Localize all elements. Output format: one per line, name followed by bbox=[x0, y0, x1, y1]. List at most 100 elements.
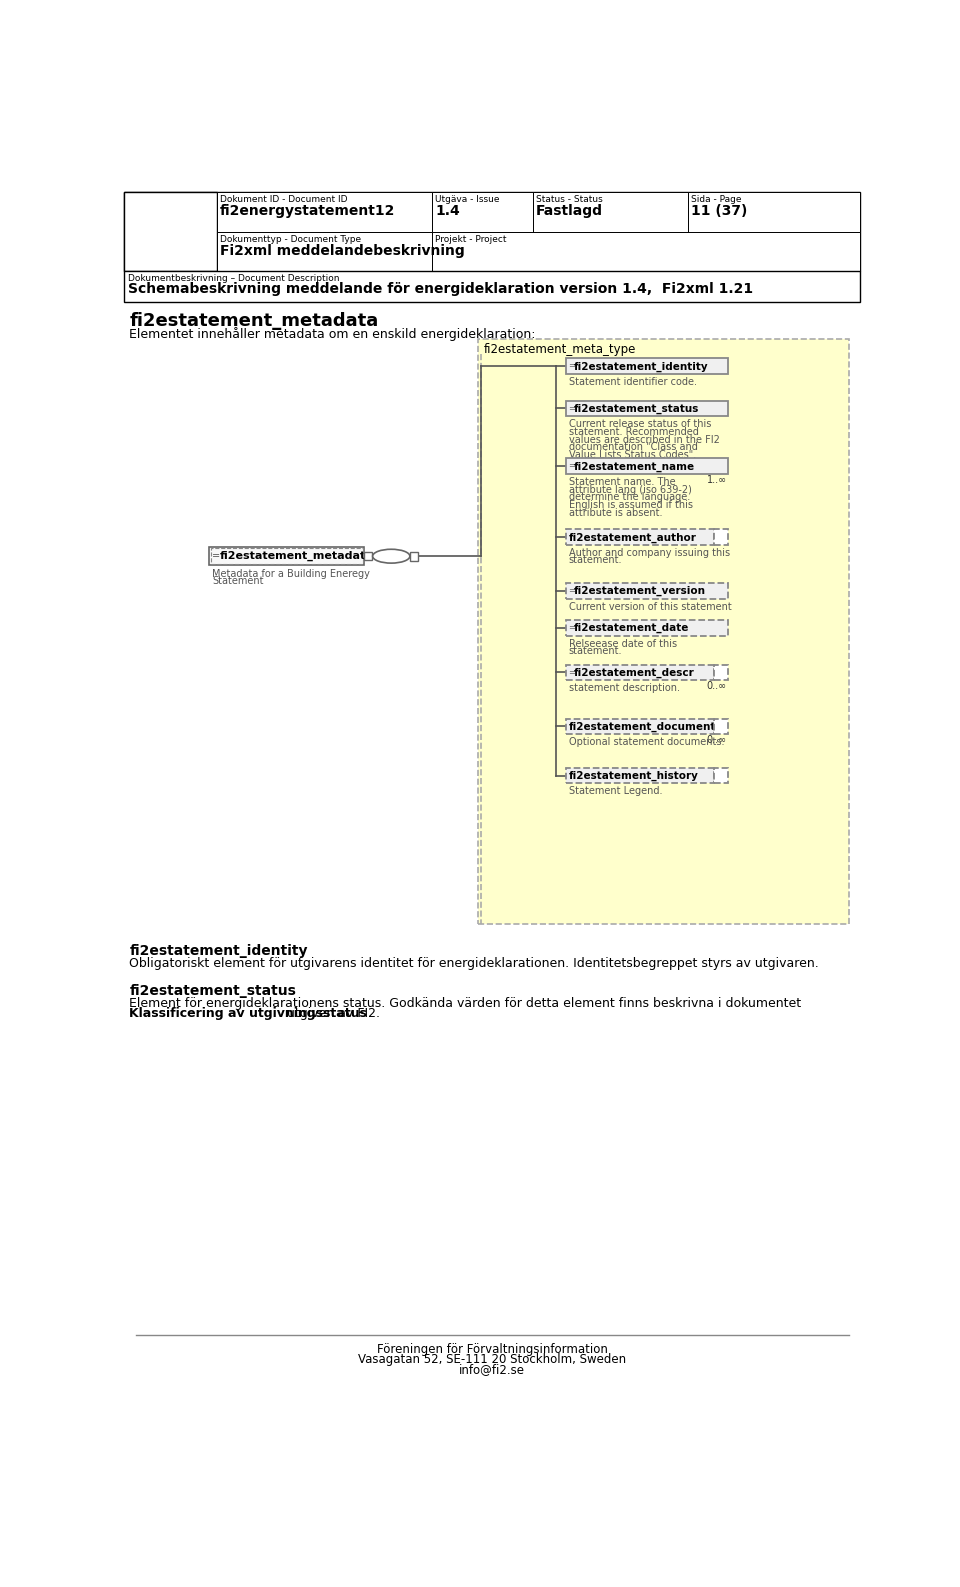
Text: fi2estatement_documents: fi2estatement_documents bbox=[568, 722, 722, 732]
Text: statement.: statement. bbox=[568, 555, 622, 565]
Bar bbox=[688, 192, 860, 232]
Text: statement description.: statement description. bbox=[568, 684, 680, 694]
Text: English is assumed if this: English is assumed if this bbox=[568, 500, 693, 509]
Bar bbox=[565, 582, 729, 598]
Text: fi2estatement_metadata: fi2estatement_metadata bbox=[220, 551, 373, 562]
Text: statement.: statement. bbox=[568, 646, 622, 657]
Text: Current release status of this: Current release status of this bbox=[568, 419, 711, 428]
Text: Metadata for a Building Eneregy: Metadata for a Building Eneregy bbox=[212, 568, 371, 579]
Bar bbox=[146, 213, 166, 243]
Text: fi2estatement_identity: fi2estatement_identity bbox=[573, 362, 708, 371]
Text: Relseease date of this: Relseease date of this bbox=[568, 638, 677, 649]
Text: Elementet innehåller metadata om en enskild energideklaration:: Elementet innehåller metadata om en ensk… bbox=[130, 327, 536, 341]
Bar bbox=[565, 528, 714, 544]
Text: fi2estatement_descr: fi2estatement_descr bbox=[573, 668, 694, 678]
Bar bbox=[432, 192, 533, 232]
Text: Föreningen för Förvaltningsinformation: Föreningen för Förvaltningsinformation bbox=[376, 1343, 608, 1357]
Text: fi2estatement_author: fi2estatement_author bbox=[568, 532, 697, 543]
Text: fi2estatement_history: fi2estatement_history bbox=[568, 771, 699, 781]
Text: =: = bbox=[568, 362, 575, 370]
Text: =: = bbox=[568, 586, 575, 595]
Text: determine the language.: determine the language. bbox=[568, 492, 690, 501]
Text: fi2estatement_status: fi2estatement_status bbox=[573, 403, 699, 414]
Bar bbox=[124, 271, 860, 302]
Bar bbox=[565, 359, 729, 373]
Text: 0..∞: 0..∞ bbox=[707, 681, 727, 690]
Text: Dokument ID - Document ID: Dokument ID - Document ID bbox=[220, 195, 348, 205]
Text: =: = bbox=[568, 403, 575, 413]
Text: Statement name. The: Statement name. The bbox=[568, 476, 675, 487]
Text: 1..∞: 1..∞ bbox=[707, 475, 727, 484]
Text: Statement Legend.: Statement Legend. bbox=[568, 787, 662, 797]
Bar bbox=[714, 665, 729, 681]
Bar bbox=[565, 768, 714, 784]
Text: fi2estatement_identity: fi2estatement_identity bbox=[130, 944, 308, 957]
Text: Fastlagd: Fastlagd bbox=[537, 205, 603, 219]
Text: documentation "Class and: documentation "Class and bbox=[568, 443, 698, 452]
Text: =: = bbox=[568, 668, 575, 676]
Text: Value Lists Status Codes".: Value Lists Status Codes". bbox=[568, 451, 696, 460]
Text: 0..∞: 0..∞ bbox=[707, 735, 727, 744]
Text: fi2energystatement12: fi2energystatement12 bbox=[220, 205, 396, 219]
Bar bbox=[164, 208, 189, 243]
Text: Statement: Statement bbox=[212, 576, 264, 586]
Text: Optional statement documents.: Optional statement documents. bbox=[568, 736, 724, 747]
Text: fi2estatement_metadata: fi2estatement_metadata bbox=[130, 313, 378, 330]
Text: info@fi2.se: info@fi2.se bbox=[459, 1363, 525, 1376]
Bar bbox=[565, 665, 714, 681]
Text: Utgäva - Issue: Utgäva - Issue bbox=[436, 195, 500, 205]
Text: Klassificering av utgivningsstatus: Klassificering av utgivningsstatus bbox=[130, 1006, 367, 1019]
Bar bbox=[714, 528, 729, 544]
Bar bbox=[180, 216, 197, 241]
Text: Vasagatan 52, SE-111 20 Stockholm, Sweden: Vasagatan 52, SE-111 20 Stockholm, Swede… bbox=[358, 1354, 626, 1366]
Text: 11 (37): 11 (37) bbox=[691, 205, 748, 219]
Bar bbox=[410, 552, 418, 560]
Bar bbox=[714, 768, 729, 784]
Bar bbox=[565, 621, 729, 635]
Bar bbox=[217, 232, 432, 271]
Bar bbox=[124, 192, 217, 271]
Text: +: + bbox=[717, 770, 726, 781]
Bar bbox=[533, 192, 688, 232]
Text: =: = bbox=[568, 462, 575, 470]
Text: statement. Recommended: statement. Recommended bbox=[568, 427, 699, 436]
Text: attribute lang (iso 639-2): attribute lang (iso 639-2) bbox=[568, 484, 691, 495]
Bar bbox=[217, 192, 432, 232]
Text: attribute is absent.: attribute is absent. bbox=[568, 508, 662, 517]
Ellipse shape bbox=[372, 549, 410, 563]
Bar bbox=[714, 719, 729, 735]
Text: Statement identifier code.: Statement identifier code. bbox=[568, 376, 697, 387]
Text: Schemabeskrivning meddelande för energideklaration version 1.4,  Fi2xml 1.21: Schemabeskrivning meddelande för energid… bbox=[128, 282, 753, 297]
Text: =: = bbox=[212, 551, 221, 560]
Text: fi2estatement_status: fi2estatement_status bbox=[130, 984, 297, 998]
Text: +: + bbox=[717, 532, 726, 541]
Text: =: = bbox=[568, 624, 575, 632]
Text: Dokumentbeskrivning – Document Description: Dokumentbeskrivning – Document Descripti… bbox=[128, 273, 339, 282]
Text: fi2estatement_name: fi2estatement_name bbox=[573, 462, 694, 471]
Bar bbox=[210, 549, 363, 563]
Text: fi2estatement_date: fi2estatement_date bbox=[573, 624, 688, 633]
Bar bbox=[565, 400, 729, 416]
Bar bbox=[209, 548, 364, 565]
Text: Projekt - Project: Projekt - Project bbox=[436, 235, 507, 244]
Text: Fi2xml meddelandebeskrivning: Fi2xml meddelandebeskrivning bbox=[220, 243, 465, 257]
Text: utgiven av FI2.: utgiven av FI2. bbox=[283, 1006, 380, 1019]
Text: +: + bbox=[717, 667, 726, 678]
Text: +: + bbox=[717, 720, 726, 732]
Bar bbox=[478, 340, 849, 924]
Text: Obligatoriskt element för utgivarens identitet för energideklarationen. Identite: Obligatoriskt element för utgivarens ide… bbox=[130, 957, 819, 970]
Bar bbox=[565, 459, 729, 475]
Bar bbox=[565, 719, 714, 735]
Text: Status - Status: Status - Status bbox=[537, 195, 603, 205]
Text: 1.4: 1.4 bbox=[436, 205, 460, 219]
Bar bbox=[364, 552, 372, 560]
Text: fi2estatement_version: fi2estatement_version bbox=[573, 586, 706, 597]
Bar bbox=[432, 232, 860, 271]
Text: Dokumenttyp - Document Type: Dokumenttyp - Document Type bbox=[220, 235, 361, 244]
Text: values are described in the FI2: values are described in the FI2 bbox=[568, 435, 720, 444]
Text: fi2estatement_meta_type: fi2estatement_meta_type bbox=[484, 343, 636, 355]
Text: ---: --- bbox=[385, 554, 397, 563]
Text: Element för energideklarationens status. Godkända värden för detta element finns: Element för energideklarationens status.… bbox=[130, 997, 802, 1009]
Bar bbox=[124, 192, 860, 271]
Text: Sida - Page: Sida - Page bbox=[691, 195, 742, 205]
